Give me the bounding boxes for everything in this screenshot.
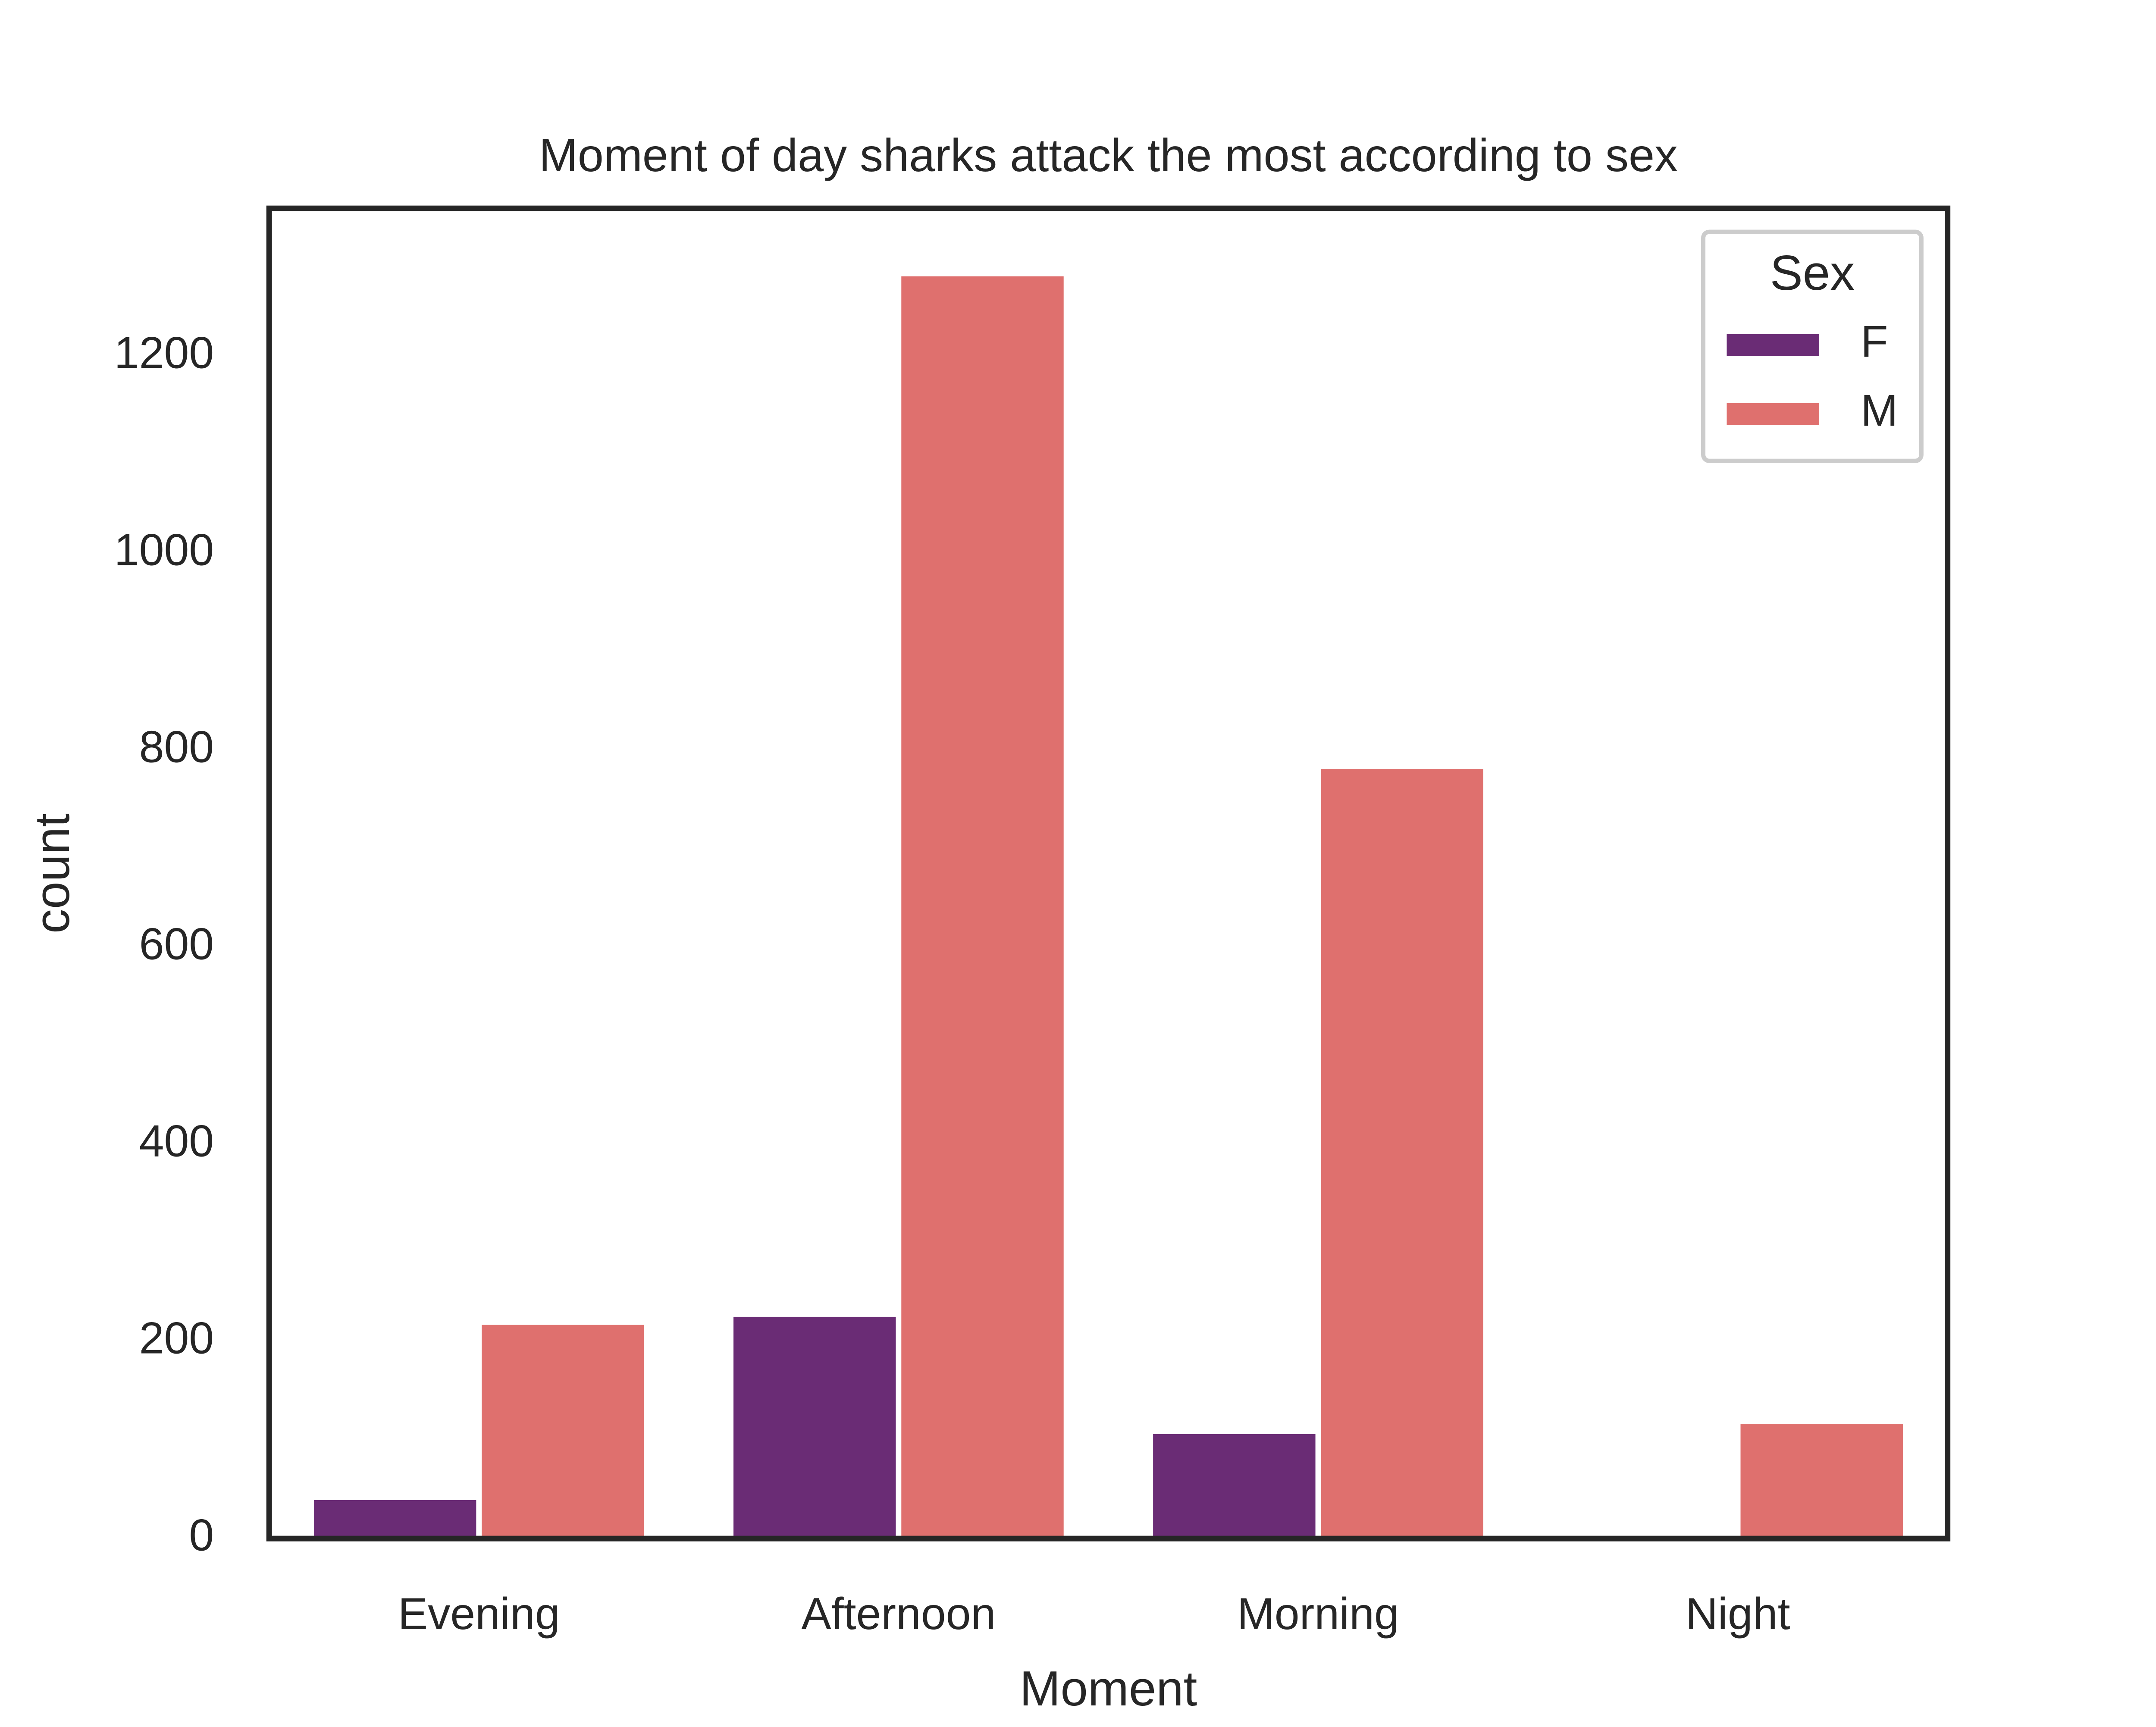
x-tick-label: Morning — [1237, 1589, 1399, 1639]
legend-title: Sex — [1770, 246, 1855, 301]
bar-morning-f — [1153, 1434, 1316, 1539]
x-tick-label: Afternoon — [801, 1589, 996, 1639]
legend-entries: FM — [1727, 317, 1898, 436]
y-tick-label: 200 — [139, 1313, 214, 1363]
bar-afternoon-f — [733, 1316, 896, 1539]
ticks-layer: 0 200 400 600 800 1000 1200 Evening Afternoon Mor… — [114, 328, 1790, 1639]
x-tick-label: Evening — [398, 1589, 560, 1639]
y-tick-label: 800 — [139, 722, 214, 772]
y-tick-label: 400 — [139, 1116, 214, 1166]
legend-swatch-f — [1727, 334, 1819, 356]
bars-layer — [313, 276, 1903, 1539]
bar-evening-m — [482, 1325, 644, 1539]
y-axis-label: count — [25, 813, 80, 934]
plot-frame — [266, 205, 1951, 1542]
bar-morning-m — [1321, 769, 1483, 1539]
bar-evening-f — [313, 1500, 476, 1539]
x-tick-label: Night — [1686, 1589, 1790, 1639]
bar-afternoon-m — [901, 276, 1064, 1539]
y-tick-label: 1000 — [114, 525, 214, 575]
chart-title: Moment of day sharks attack the most acc… — [539, 129, 1678, 181]
legend-swatch-m — [1727, 403, 1819, 425]
bar-night-m — [1740, 1424, 1903, 1539]
y-tick-label: 1200 — [114, 328, 214, 378]
y-tick-label: 0 — [189, 1510, 214, 1560]
legend-label-f: F — [1861, 317, 1888, 367]
x-axis-label: Moment — [1020, 1661, 1197, 1716]
legend-label-m: M — [1861, 386, 1898, 436]
legend: Sex FM — [1701, 229, 1924, 463]
y-tick-label: 600 — [139, 919, 214, 969]
